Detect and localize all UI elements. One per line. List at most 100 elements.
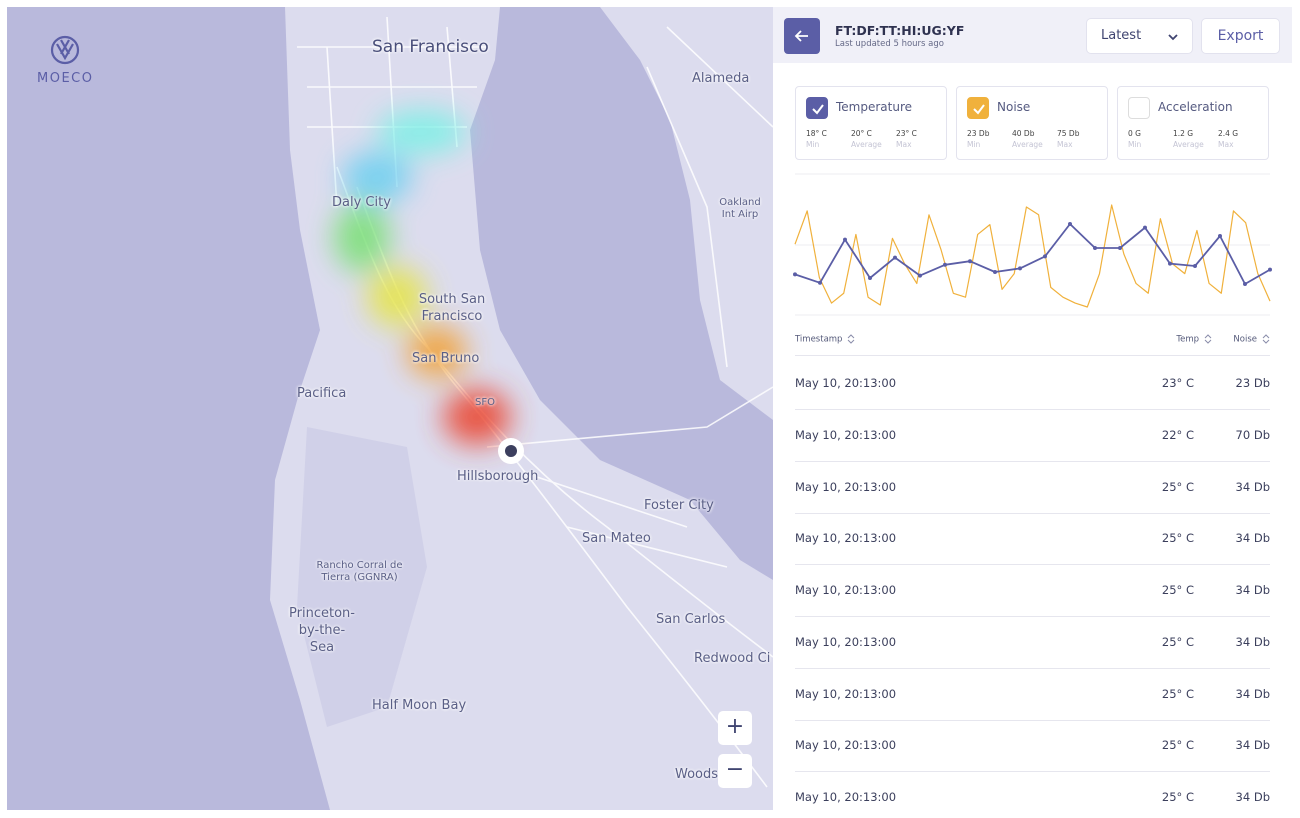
row-divider [795, 719, 1270, 721]
checkbox[interactable] [806, 97, 828, 119]
map-label: Pacifica [297, 386, 347, 401]
metric-name: Noise [997, 100, 1031, 114]
chart [793, 173, 1272, 316]
stat-value: 23° C [896, 129, 917, 138]
column-title: Timestamp [795, 334, 843, 345]
column-header[interactable]: Temp [1176, 333, 1212, 345]
check-icon [812, 104, 824, 115]
metric-card[interactable]: Acceleration 0 G Min 1.2 G Average 2.4 G Max [1117, 86, 1269, 160]
land [600, 7, 773, 420]
series-point [918, 273, 922, 278]
map-label: Hillsborough [457, 469, 539, 484]
sort-icon [1204, 334, 1212, 344]
export-button[interactable]: Export [1201, 18, 1280, 54]
map-label: Daly City [332, 195, 391, 210]
stat-label: Average [1173, 140, 1204, 149]
column-header[interactable]: Noise [1233, 333, 1270, 345]
row-divider [795, 771, 1270, 773]
map-label: SFO [475, 397, 495, 408]
check-icon [973, 104, 985, 115]
dropdown-arrow [1168, 34, 1178, 41]
table-cell: May 10, 20:13:00 [795, 738, 897, 753]
series-point [868, 276, 872, 280]
table-cell: 23° C [1161, 376, 1194, 390]
series-point [1018, 266, 1022, 271]
stat-value: 0 G [1128, 129, 1141, 138]
table-cell: 34 Db [1235, 634, 1270, 649]
table-cell: May 10, 20:13:00 [795, 479, 897, 494]
series-line [794, 223, 1271, 285]
metric-card[interactable]: Temperature 18° C Min 20° C Average 23° C Max [795, 86, 947, 160]
map[interactable]: MOECO San Francisco Alameda Daly City Oakla… [7, 7, 773, 810]
series-point [1168, 261, 1172, 266]
series-point [1068, 222, 1072, 226]
column-title: Noise [1233, 334, 1257, 345]
table-cell: 34 Db [1235, 686, 1270, 701]
map-label: San Bruno [412, 351, 480, 366]
series-point [1243, 282, 1247, 286]
map-label: Alameda [692, 71, 750, 86]
table-cell: 34 Db [1235, 479, 1270, 494]
stat-value: 20° C [851, 129, 872, 138]
row-divider [795, 460, 1270, 462]
table-cell: 25° C [1161, 686, 1194, 701]
table-cell: May 10, 20:13:00 [795, 686, 897, 701]
stat-label: Average [851, 140, 882, 149]
table-cell: May 10, 20:13:00 [795, 634, 897, 649]
table-cell: May 10, 20:13:00 [795, 376, 897, 390]
range-dropdown[interactable]: Latest [1086, 18, 1193, 54]
row-divider [795, 355, 1270, 356]
range-value: Latest [1101, 28, 1142, 43]
table-cell: 25° C [1161, 738, 1194, 753]
map-label: Rancho Corral de Tierra (GGNRA) [316, 560, 403, 583]
table-cell: 25° C [1161, 479, 1194, 494]
column-title: Temp [1176, 334, 1199, 345]
map-label: Redwood Ci [694, 651, 771, 666]
column-header[interactable]: Timestamp [795, 333, 855, 345]
metric-name: Acceleration [1158, 100, 1233, 114]
table-cell: 25° C [1161, 634, 1194, 649]
metric-card[interactable]: Noise 23 Db Min 40 Db Average 75 Db Max [956, 86, 1108, 160]
checkbox[interactable] [967, 97, 989, 119]
table-cell: 34 Db [1235, 531, 1270, 546]
series-point [893, 255, 897, 260]
table-cell: May 10, 20:13:00 [795, 531, 897, 546]
map-label: Half Moon Bay [372, 698, 467, 713]
series-point [818, 280, 822, 285]
zoom-in-button[interactable]: + [718, 711, 752, 745]
map-label: Princeton-by-the-Sea [289, 606, 355, 655]
row-divider [795, 409, 1270, 410]
table-cell: May 10, 20:13:00 [795, 583, 897, 597]
stat-value: 2.4 G [1218, 129, 1239, 138]
checkbox[interactable] [1128, 97, 1150, 119]
last-updated: Last updated 5 hours ago [835, 39, 944, 49]
stat-value: 23 Db [967, 129, 990, 138]
stat-label: Max [1057, 140, 1073, 149]
back-icon [794, 30, 808, 42]
table-cell: 34 Db [1235, 738, 1270, 753]
table-cell: 34 Db [1235, 583, 1270, 597]
map-label: San Carlos [656, 612, 726, 627]
map-label: Oakland Int Airp [719, 197, 761, 220]
heatmap [334, 110, 511, 445]
series-point [943, 262, 947, 267]
series-point [1118, 246, 1122, 250]
map-label: San Francisco [372, 37, 489, 57]
series-point [843, 237, 847, 242]
table-cell: 25° C [1161, 790, 1194, 804]
metric-name: Temperature [836, 100, 913, 114]
series-point [1193, 264, 1197, 268]
stat-label: Min [1128, 140, 1142, 149]
stat-value: 18° C [806, 129, 827, 138]
table-cell: 34 Db [1235, 790, 1270, 804]
series-line [794, 204, 1271, 308]
row-divider [795, 667, 1270, 669]
sort-icon [848, 334, 855, 344]
map-canvas [7, 7, 773, 810]
row-divider [795, 512, 1270, 514]
device-id: FT:DF:TT:HI:UG:YF [835, 23, 965, 38]
back-button[interactable] [784, 18, 820, 54]
zoom-out-button[interactable]: − [718, 754, 752, 788]
location-dot [505, 445, 517, 457]
